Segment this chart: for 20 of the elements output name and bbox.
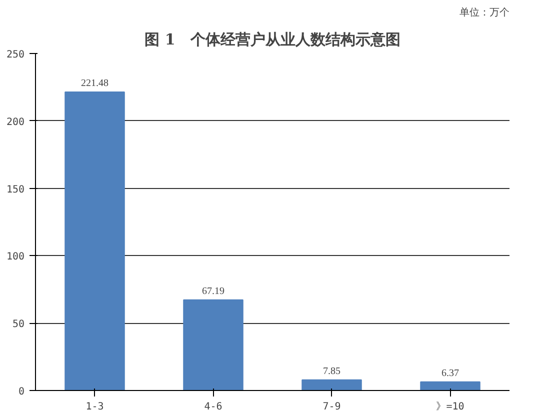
y-tick-label: 250 <box>6 50 24 60</box>
data-label: 67.19 <box>202 286 224 297</box>
y-tick-label: 0 <box>18 386 25 398</box>
bar <box>183 299 244 390</box>
x-tick-label: 1-3 <box>86 402 104 412</box>
bar <box>302 379 362 390</box>
y-tick-label: 150 <box>6 184 24 196</box>
x-tick-label: 》=10 <box>436 400 464 412</box>
data-label: 6.37 <box>442 368 459 379</box>
bar <box>420 381 480 390</box>
data-label: 221.48 <box>81 78 108 89</box>
y-tick-label: 200 <box>6 116 24 128</box>
text: 单位：万个 <box>460 6 510 18</box>
chart-title: 图 1 个体经营户从业人数结构示意图 <box>144 30 400 48</box>
x-tick-label: 4-6 <box>204 402 222 412</box>
y-tick-label: 50 <box>12 319 25 330</box>
bar <box>64 91 125 390</box>
y-tick-label: 100 <box>6 252 24 263</box>
data-label: 7.85 <box>323 366 340 377</box>
x-tick-label: 7-9 <box>322 402 341 412</box>
